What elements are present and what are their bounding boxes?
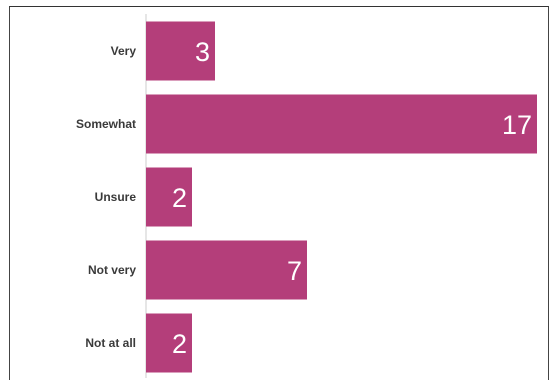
value-label-very: 3 bbox=[195, 37, 210, 67]
bar-not-at-all bbox=[146, 313, 192, 373]
category-label-unsure: Unsure bbox=[95, 190, 137, 204]
category-label-not-at-all: Not at all bbox=[85, 336, 136, 350]
bar-group-not-at-all: Not at all 2 bbox=[85, 313, 192, 373]
value-label-not-at-all: 2 bbox=[172, 329, 187, 359]
category-label-very: Very bbox=[111, 44, 137, 58]
bar-group-somewhat: Somewhat 17 bbox=[76, 94, 537, 154]
chart-frame bbox=[9, 6, 549, 380]
bars-layer: Very 3 Somewhat 17 Unsure 2 Not very 7 Not at al… bbox=[76, 21, 537, 373]
value-label-unsure: 2 bbox=[172, 183, 187, 213]
value-label-not-very: 7 bbox=[287, 256, 302, 286]
bar-somewhat bbox=[146, 94, 537, 154]
bar-very bbox=[146, 21, 215, 81]
bar-group-not-very: Not very 7 bbox=[88, 240, 307, 300]
category-label-somewhat: Somewhat bbox=[76, 117, 136, 131]
bar-unsure bbox=[146, 167, 192, 227]
category-label-not-very: Not very bbox=[88, 263, 136, 277]
bar-not-very bbox=[146, 240, 307, 300]
value-label-somewhat: 17 bbox=[502, 110, 532, 140]
bar-group-unsure: Unsure 2 bbox=[95, 167, 192, 227]
bar-group-very: Very 3 bbox=[111, 21, 215, 81]
